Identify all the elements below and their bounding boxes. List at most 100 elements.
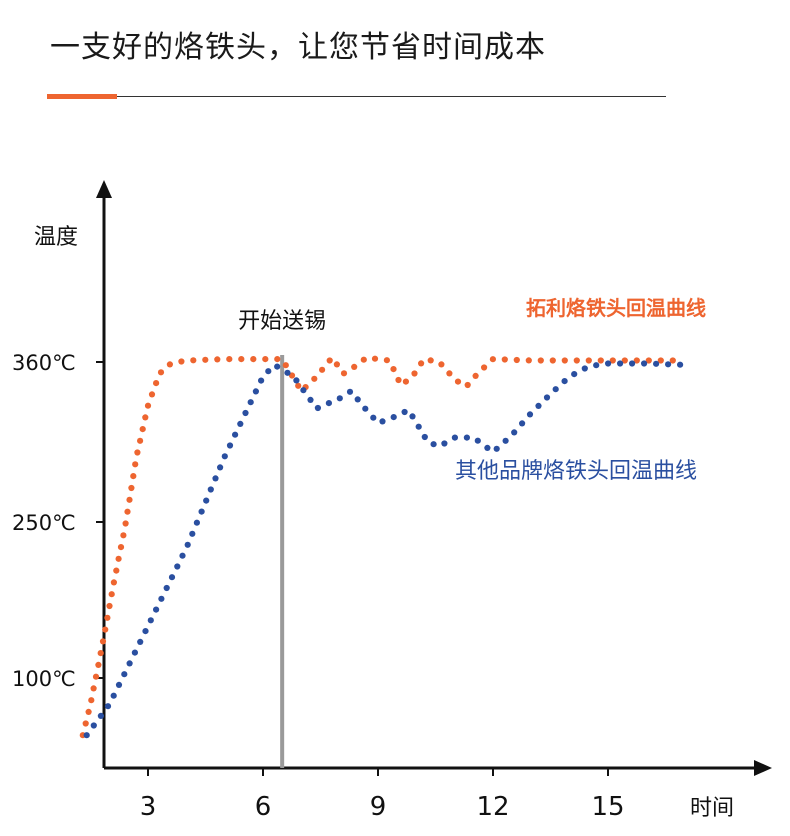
series-dot — [605, 360, 612, 367]
series-dot — [463, 434, 470, 441]
series-dot — [265, 368, 272, 375]
series-dot — [395, 376, 402, 384]
series-dot — [552, 386, 559, 393]
series-dot — [104, 703, 112, 710]
series-dot — [198, 508, 205, 515]
series-dot — [561, 357, 568, 364]
series-dot — [354, 396, 361, 403]
x-tick-label: 6 — [255, 792, 272, 822]
series-dot — [139, 426, 146, 433]
series-dot — [110, 579, 117, 586]
series-dot — [284, 369, 291, 376]
series-dot — [124, 508, 131, 515]
series-dot — [193, 519, 200, 526]
series-dot — [621, 357, 628, 364]
series-dot — [153, 380, 160, 387]
series-dot — [311, 375, 318, 382]
series-dot — [217, 464, 224, 471]
series-dot — [242, 409, 249, 417]
series-dot — [117, 544, 125, 551]
series-dot — [252, 388, 259, 395]
series-dot — [336, 395, 343, 402]
x-tick-label: 15 — [591, 792, 624, 822]
series-dot — [250, 356, 257, 363]
x-tick-label: 3 — [140, 792, 157, 822]
x-axis-label: 时间 — [690, 796, 734, 821]
series-dot — [617, 360, 624, 367]
series-dot — [535, 402, 542, 409]
series-dot — [178, 358, 185, 365]
series-dot — [128, 484, 135, 492]
series-dot — [474, 437, 481, 444]
series-layer — [79, 355, 684, 739]
series-dot — [300, 387, 307, 394]
series-dot — [669, 357, 676, 364]
series-dot — [446, 370, 453, 377]
series-dot — [307, 396, 314, 403]
series-dot — [409, 413, 416, 420]
series-dot — [561, 378, 568, 385]
series-dot — [106, 602, 113, 610]
series-dot — [593, 362, 600, 369]
series-dot — [351, 363, 358, 370]
series-dot — [489, 356, 496, 363]
series-dot — [421, 433, 428, 441]
series-dot — [121, 671, 128, 678]
series-dot — [258, 377, 265, 384]
series-dot — [633, 357, 640, 364]
series-dot — [212, 475, 219, 482]
series-dot — [326, 357, 333, 364]
solder-start-label: 开始送锡 — [238, 309, 326, 334]
series-dot — [314, 404, 321, 412]
series-dot — [430, 441, 437, 448]
y-tick-label: 100℃ — [12, 667, 76, 691]
series-dot — [653, 360, 660, 367]
series-dot — [472, 372, 479, 379]
y-tick-label: 250℃ — [12, 511, 76, 535]
series-dot — [537, 357, 544, 364]
series-dot — [390, 366, 397, 373]
title-divider — [47, 96, 666, 97]
series-dot — [102, 626, 109, 633]
series-dot — [340, 370, 348, 377]
series-dot — [202, 356, 209, 363]
series-dot — [519, 420, 526, 427]
series-dot — [184, 541, 191, 548]
series-dot — [110, 692, 117, 699]
series-dot — [543, 394, 551, 401]
axes — [96, 180, 772, 776]
series-dot — [163, 584, 170, 592]
title-accent-bar — [47, 94, 117, 99]
series-dot — [293, 377, 300, 384]
series-dot — [549, 357, 556, 364]
series-dot — [174, 563, 181, 570]
series-dot — [226, 356, 233, 363]
series-dot — [484, 444, 491, 451]
series-dot — [360, 356, 367, 363]
series-dot — [441, 440, 448, 447]
x-tick-label: 12 — [476, 792, 509, 822]
series-dot — [126, 660, 133, 667]
x-ticks: 3 6 9 12 15 — [140, 768, 625, 822]
series-dot — [247, 399, 254, 406]
series-dot — [132, 461, 139, 468]
series-dot — [134, 449, 141, 456]
series-dot — [370, 414, 377, 421]
series-dot — [166, 361, 173, 368]
series-dot — [362, 405, 369, 412]
series-dot — [115, 681, 123, 689]
series-dot — [451, 434, 458, 441]
series-dot — [144, 402, 152, 409]
series-dot — [88, 697, 95, 704]
series-dot — [438, 361, 445, 368]
series-dot — [237, 420, 244, 427]
series-dot — [526, 411, 534, 418]
series-dot — [454, 378, 462, 385]
series-dot — [464, 381, 471, 389]
series-dot — [427, 357, 434, 364]
series-dot — [126, 496, 133, 503]
series-dot — [319, 366, 326, 373]
series-dot — [501, 356, 508, 363]
series-dot — [97, 650, 104, 657]
